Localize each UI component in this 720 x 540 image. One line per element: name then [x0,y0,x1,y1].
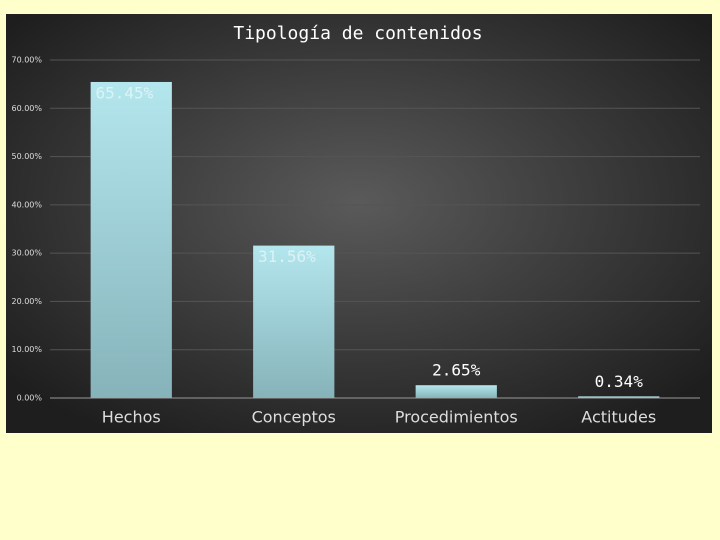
x-tick-label: Hechos [102,408,161,427]
x-tick-label: Actitudes [581,408,656,427]
bar [253,245,335,398]
data-label: 2.65% [432,361,481,380]
y-tick-label: 50.00% [11,152,42,161]
data-label: 0.34% [595,372,644,391]
chart-title: Tipología de contenidos [233,23,482,44]
x-tick-label: Procedimientos [395,408,518,427]
y-tick-label: 40.00% [11,200,42,209]
bar [578,396,660,398]
y-tick-label: 0.00% [17,394,43,403]
bar [415,385,497,398]
y-tick-label: 30.00% [11,249,42,258]
data-label: 31.56% [258,247,316,266]
bar [90,81,172,398]
data-label: 65.45% [96,83,154,102]
y-tick-label: 20.00% [11,297,42,306]
y-tick-label: 10.00% [11,345,42,354]
x-tick-label: Conceptos [252,408,336,427]
y-tick-label: 60.00% [11,104,42,113]
y-tick-label: 70.00% [11,56,42,65]
